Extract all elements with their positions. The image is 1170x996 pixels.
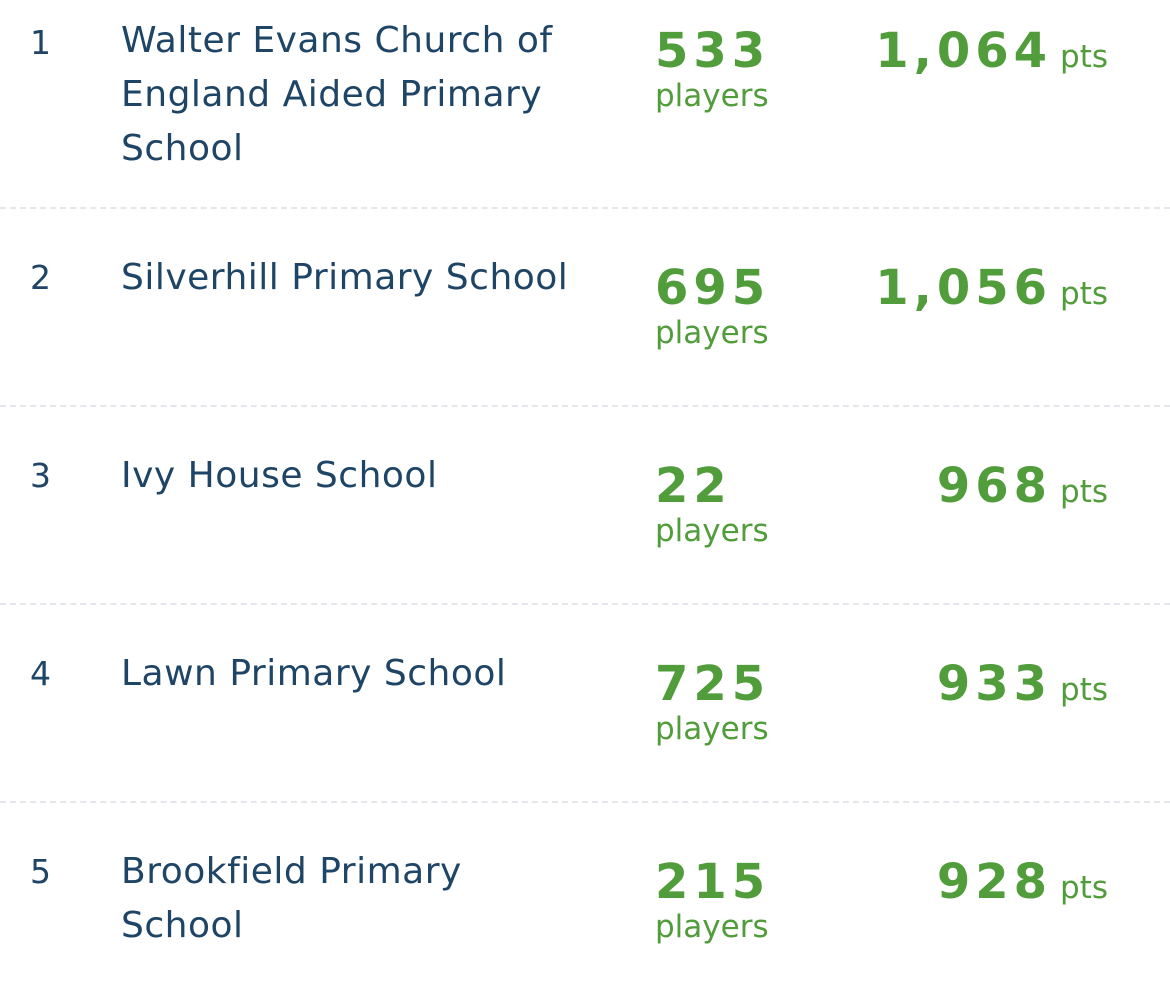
points-value: 968 bbox=[936, 458, 1053, 514]
points-unit: pts bbox=[1060, 870, 1108, 906]
school-name[interactable]: Brookfield Primary School bbox=[121, 851, 462, 946]
players-label: players bbox=[655, 78, 769, 114]
points-stat: 1,064 pts bbox=[875, 22, 1108, 80]
points-value: 933 bbox=[936, 656, 1053, 712]
rank-number: 5 bbox=[30, 852, 51, 891]
rank-number: 4 bbox=[30, 654, 51, 693]
school-name[interactable]: Walter Evans Church of England Aided Pri… bbox=[121, 20, 553, 169]
points-value: 928 bbox=[936, 854, 1053, 910]
leaderboard-row[interactable]: 3 Ivy House School 22 players 968 pts bbox=[0, 449, 1170, 569]
school-name[interactable]: Silverhill Primary School bbox=[121, 257, 569, 298]
players-count: 725 bbox=[655, 656, 771, 712]
leaderboard-row[interactable]: 2 Silverhill Primary School 695 players … bbox=[0, 251, 1170, 371]
players-label: players bbox=[655, 711, 769, 747]
rank-number: 2 bbox=[30, 258, 51, 297]
points-value: 1,064 bbox=[875, 23, 1053, 79]
row-divider bbox=[0, 405, 1170, 407]
points-unit: pts bbox=[1060, 474, 1108, 510]
leaderboard-row[interactable]: 4 Lawn Primary School 725 players 933 pt… bbox=[0, 647, 1170, 767]
row-divider bbox=[0, 207, 1170, 209]
points-stat: 928 pts bbox=[937, 853, 1108, 911]
players-stat: 725 players bbox=[655, 655, 825, 749]
row-divider bbox=[0, 801, 1170, 803]
points-unit: pts bbox=[1060, 39, 1108, 75]
players-count: 215 bbox=[655, 854, 771, 910]
players-stat: 22 players bbox=[655, 457, 825, 551]
points-stat: 968 pts bbox=[937, 457, 1108, 515]
players-stat: 533 players bbox=[655, 22, 825, 116]
players-count: 533 bbox=[655, 23, 771, 79]
school-name[interactable]: Lawn Primary School bbox=[121, 653, 507, 694]
points-stat: 933 pts bbox=[937, 655, 1108, 713]
players-count: 695 bbox=[655, 260, 771, 316]
players-label: players bbox=[655, 315, 769, 351]
row-divider bbox=[0, 603, 1170, 605]
players-label: players bbox=[655, 513, 769, 549]
leaderboard-row[interactable]: 1 Walter Evans Church of England Aided P… bbox=[0, 14, 1170, 174]
points-value: 1,056 bbox=[875, 260, 1053, 316]
players-label: players bbox=[655, 909, 769, 945]
points-unit: pts bbox=[1060, 276, 1108, 312]
points-stat: 1,056 pts bbox=[875, 259, 1108, 317]
players-stat: 215 players bbox=[655, 853, 825, 947]
rank-number: 3 bbox=[30, 456, 51, 495]
players-count: 22 bbox=[655, 458, 732, 514]
school-name[interactable]: Ivy House School bbox=[121, 455, 438, 496]
points-unit: pts bbox=[1060, 672, 1108, 708]
leaderboard-row[interactable]: 5 Brookfield Primary School 215 players … bbox=[0, 845, 1170, 975]
rank-number: 1 bbox=[30, 23, 51, 62]
players-stat: 695 players bbox=[655, 259, 825, 353]
